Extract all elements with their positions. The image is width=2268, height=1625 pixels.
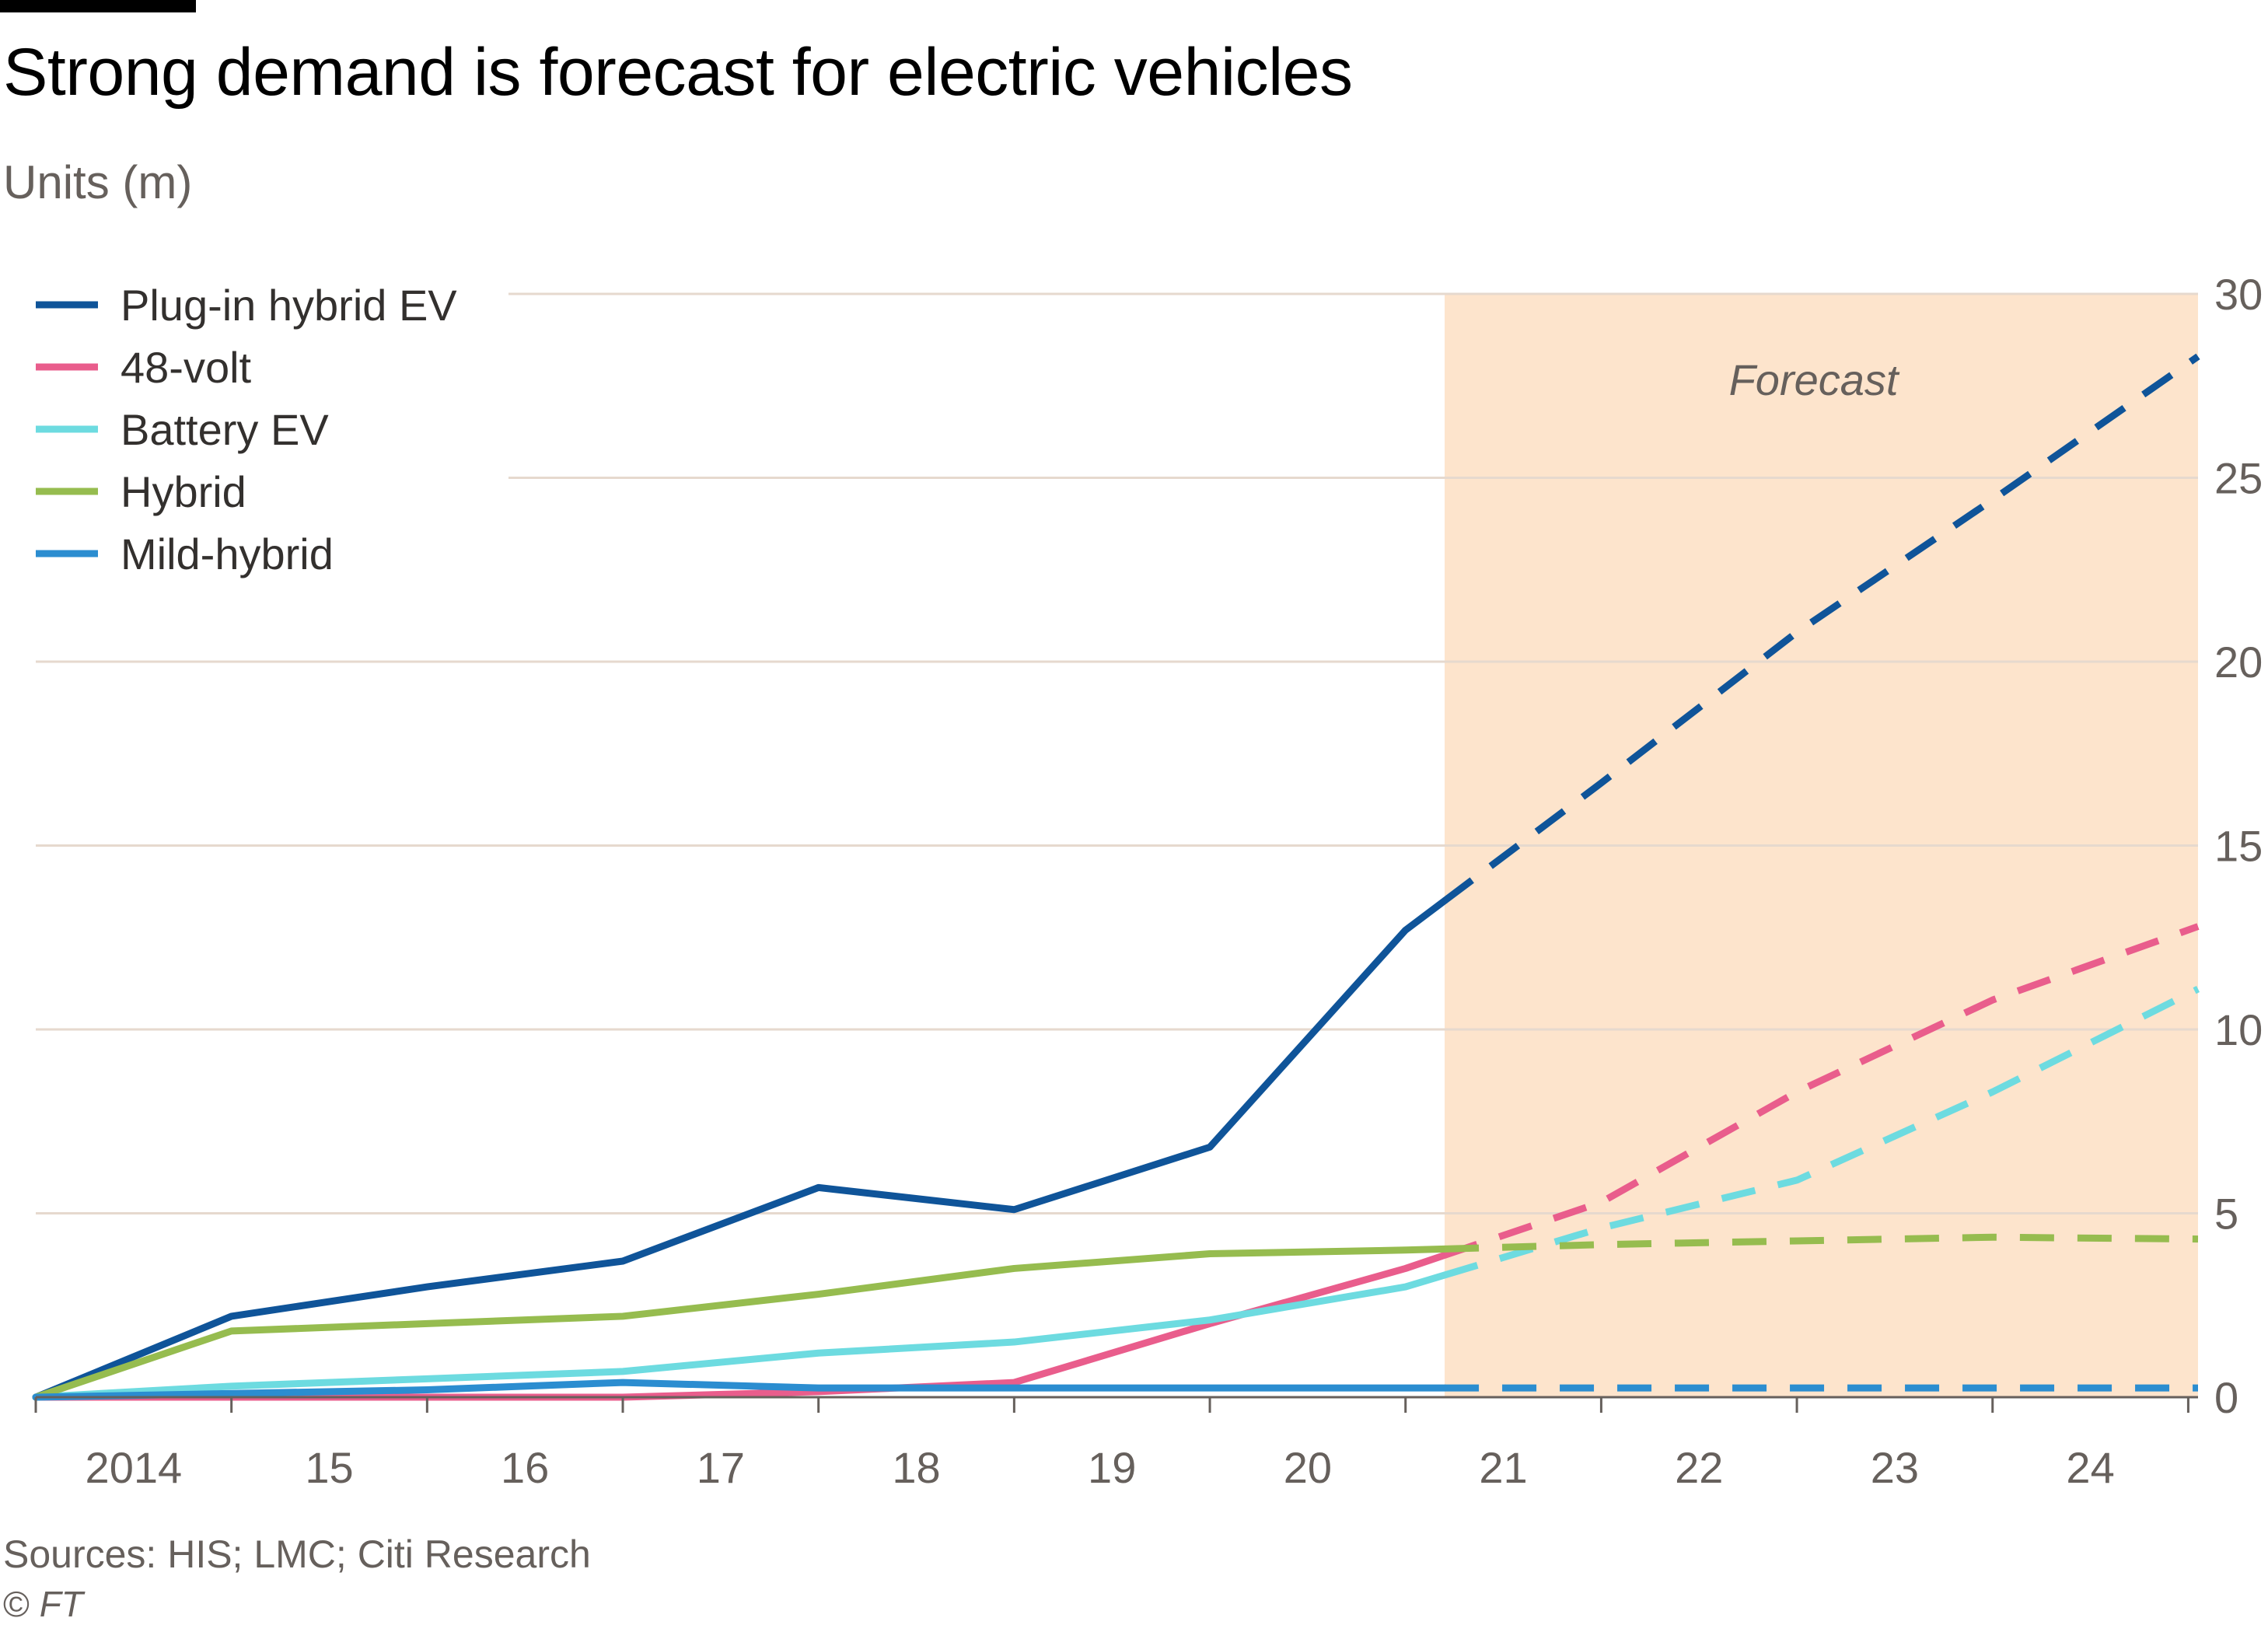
gridlines (36, 292, 2198, 1214)
legend-item: Hybrid (36, 467, 246, 516)
chart-subtitle: Units (m) (3, 156, 193, 208)
y-tick-label-10: 10 (2214, 1005, 2263, 1054)
axes: 0 5 10 15 20 25 30 2014 15 16 17 18 19 20 21 22 23 24 (34, 270, 2263, 1492)
x-tick-label-24: 24 (2066, 1443, 2114, 1492)
x-tick-label-18: 18 (892, 1443, 940, 1492)
series-forecast-hybrid (1444, 1233, 2199, 1253)
legend: Plug-in hybrid EV 48-volt Battery EV Hybrid… (36, 281, 457, 578)
y-tick-label-15: 15 (2214, 822, 2263, 871)
series-line-hybrid (32, 1245, 1449, 1401)
series-line-mild-hybrid (32, 1379, 1449, 1401)
x-tick-label-21: 21 (1479, 1443, 1527, 1492)
series-line-48-volt (32, 1251, 1449, 1401)
legend-label: Mild-hybrid (121, 529, 334, 578)
legend-label: 48-volt (121, 343, 252, 392)
y-tick-label-5: 5 (2214, 1190, 2238, 1239)
x-tick-label-19: 19 (1088, 1443, 1136, 1492)
x-tick-label-15: 15 (305, 1443, 353, 1492)
legend-label: Plug-in hybrid EV (121, 281, 457, 330)
legend-label: Hybrid (121, 467, 246, 516)
copyright-symbol: © (3, 1584, 30, 1624)
x-tick-label-17: 17 (697, 1443, 745, 1492)
legend-item: 48-volt (36, 343, 252, 392)
x-tick-label-22: 22 (1675, 1443, 1723, 1492)
x-tick-label-20: 20 (1284, 1443, 1332, 1492)
y-tick-label-30: 30 (2214, 270, 2263, 319)
chart-title: Strong demand is forecast for electric v… (3, 35, 1353, 110)
brand-bar (0, 0, 196, 12)
x-tick-label-16: 16 (501, 1443, 549, 1492)
y-tick-label-0: 0 (2214, 1373, 2238, 1422)
y-tick-label-25: 25 (2214, 454, 2263, 503)
x-tick-label-2014: 2014 (86, 1443, 183, 1492)
series-forecast-battery-ev (1443, 985, 2200, 1279)
series-line-battery-ev (32, 1271, 1449, 1401)
x-tick-label-23: 23 (1871, 1443, 1919, 1492)
legend-item: Mild-hybrid (36, 529, 334, 578)
legend-item: Plug-in hybrid EV (36, 281, 457, 330)
series-line-plug-in-hybrid-ev (32, 896, 1449, 1401)
copyright-brand: FT (39, 1584, 83, 1624)
source-note: Sources: HIS; LMC; Citi Research (3, 1532, 591, 1576)
copyright-note: © FT (3, 1583, 83, 1625)
forecast-label: Forecast (1729, 355, 1900, 404)
legend-label: Battery EV (121, 405, 329, 454)
series-forecast-plug-in-hybrid-ev (1442, 353, 2200, 904)
y-tick-label-20: 20 (2214, 638, 2263, 687)
legend-item: Battery EV (36, 405, 329, 454)
